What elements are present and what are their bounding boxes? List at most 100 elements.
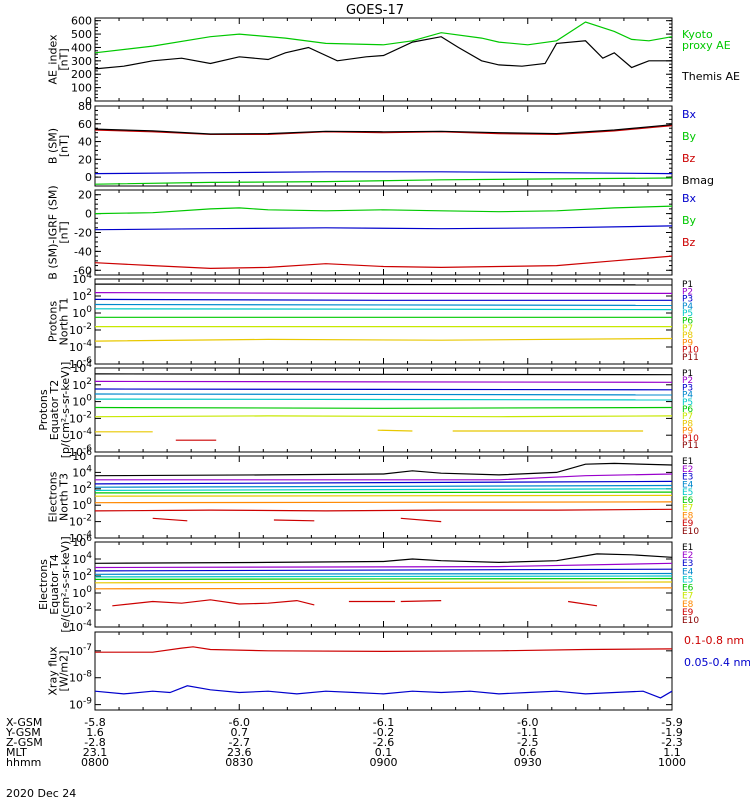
series-e2	[94, 562, 673, 569]
y-tick-label: -20	[74, 227, 92, 240]
series-bx	[94, 171, 673, 175]
y-tick-label: 100	[72, 585, 92, 600]
y-tick-label: 300	[71, 55, 92, 68]
legend-label: E3	[682, 559, 693, 569]
legend-label: P2	[682, 287, 693, 297]
legend-label: P9	[682, 427, 693, 437]
x-tick-label: -2.8	[84, 736, 105, 749]
x-tick-label: 1000	[658, 756, 686, 769]
y-axis-title: [e/(cm²-s-sr-keV)]	[59, 536, 72, 632]
y-tick-label: 0	[85, 208, 92, 221]
y-tick-label: 106	[72, 534, 92, 549]
series-bz	[94, 255, 673, 270]
legend-label: E2	[682, 465, 693, 475]
x-row-label: Z-GSM	[6, 736, 43, 749]
y-axis-title: B (SM)	[47, 128, 60, 164]
y-axis-title: Equator T4	[48, 554, 61, 614]
legend-label: Bx	[682, 108, 697, 121]
x-row-label: hhmm	[6, 756, 41, 769]
series-p8	[94, 337, 673, 342]
y-tick-label: 102	[72, 568, 92, 583]
legend-label: 0.1-0.8 nm	[684, 634, 744, 647]
legend-label: E4	[682, 567, 694, 577]
legend-label: P3	[682, 383, 693, 393]
y-tick-label: 80	[78, 100, 92, 113]
legend-label: P3	[682, 295, 693, 305]
legend-label: E10	[682, 527, 699, 537]
legend-label: P4	[682, 302, 693, 312]
series-e9	[94, 508, 673, 512]
series-themis-ae	[94, 36, 672, 70]
legend-label: Bmag	[682, 174, 714, 187]
series-p6	[94, 406, 673, 409]
series-0-1-0-8-nm	[95, 646, 673, 653]
series-e10c	[400, 517, 442, 523]
legend-label: P8	[682, 419, 693, 429]
y-tick-label: 104	[72, 551, 92, 566]
y-tick-label: 40	[78, 136, 92, 149]
series-e6	[94, 577, 673, 581]
y-tick-label: 104	[72, 271, 92, 286]
y-tick-label: 600	[71, 15, 92, 28]
legend-label: E6	[682, 584, 694, 594]
series-by	[94, 205, 673, 215]
x-row-label: X-GSM	[6, 716, 42, 729]
y-axis-title: North T3	[58, 473, 71, 521]
series-p4	[94, 303, 673, 306]
series-e10a	[152, 517, 188, 522]
legend-label: P5	[682, 398, 693, 408]
legend-label: E9	[682, 608, 694, 618]
x-tick-label: 1.6	[86, 726, 104, 739]
x-row-label: MLT	[6, 746, 27, 759]
series-e6	[94, 491, 673, 494]
series-e9c	[400, 600, 442, 603]
series-e9a	[112, 599, 315, 607]
series-e2	[95, 473, 673, 481]
x-tick-label: -6.0	[517, 716, 538, 729]
legend-label: Bz	[682, 236, 696, 249]
y-tick-label: 10-4	[69, 619, 92, 634]
legend-label: P8	[682, 331, 693, 341]
series-p4	[94, 393, 673, 396]
x-tick-label: 23.1	[83, 746, 108, 759]
y-axis-title: B (SM)-IGRF (SM)	[47, 185, 60, 279]
series-e5	[94, 488, 673, 491]
legend-label: P5	[682, 309, 693, 319]
x-tick-label: -0.2	[373, 726, 394, 739]
y-tick-label: 200	[71, 68, 92, 81]
series-e8	[94, 501, 673, 504]
legend-label: 0.05-0.4 nm	[684, 656, 750, 669]
x-tick-label: -2.3	[661, 736, 682, 749]
series-e5	[94, 575, 673, 578]
x-tick-label: -2.7	[229, 736, 250, 749]
x-tick-label: 23.6	[227, 746, 252, 759]
legend-label: P2	[682, 376, 693, 386]
panel-2: -60 -40 -20 0 20 B (SM)-IGRF (SM)[nT] Bx By Bz	[47, 185, 697, 279]
legend-label: Kyoto	[682, 28, 713, 41]
series-bmag	[94, 124, 673, 135]
panels: 0100200300400500600AE_index[nT]Kyotoprox…	[37, 15, 750, 712]
x-tick-label: -5.9	[661, 716, 682, 729]
x-tick-label: -6.0	[229, 716, 250, 729]
y-tick-label: 10-7	[69, 643, 92, 658]
x-tick-label: -1.9	[661, 726, 682, 739]
series-p5	[94, 398, 673, 401]
series-e3	[94, 480, 673, 485]
series-0-05-0-4-nm	[94, 685, 673, 699]
legend-label: P7	[682, 412, 693, 422]
y-tick-label: 10-2	[69, 322, 92, 337]
legend-label: E10	[682, 616, 699, 626]
y-axis-title: [nT]	[58, 221, 71, 243]
y-tick-label: 10-6	[69, 356, 92, 371]
legend-label: By	[682, 130, 697, 143]
x-row-label: Y-GSM	[5, 726, 41, 739]
date-label: 2020 Dec 24	[6, 787, 76, 800]
y-tick-label: 104	[72, 360, 92, 375]
y-tick-label: 100	[72, 497, 92, 512]
y-tick-label: -60	[74, 264, 92, 277]
